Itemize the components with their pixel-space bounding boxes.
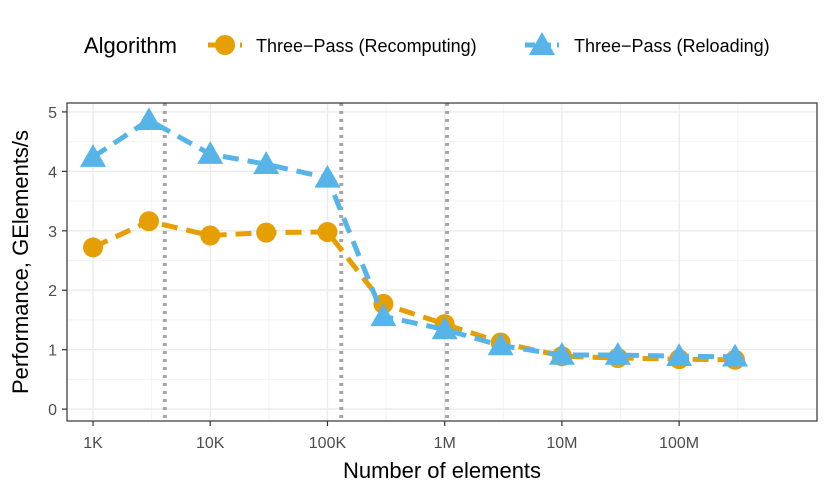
- y-axis: 0 1 2 3 4 5: [48, 105, 67, 419]
- panel-border: [66, 102, 818, 422]
- series: [80, 107, 749, 370]
- data-point-circle: [138, 211, 159, 232]
- y-tick-label: 0: [48, 402, 57, 419]
- y-tick-label: 5: [48, 105, 57, 122]
- data-point-triangle: [197, 141, 224, 164]
- series-line: [91, 218, 736, 363]
- data-point-triangle: [722, 343, 749, 367]
- data-point-triangle: [314, 164, 341, 188]
- data-point-circle: [200, 225, 221, 246]
- legend-item-recomputing: Three−Pass (Recomputing): [208, 35, 477, 56]
- x-tick-label: 1K: [83, 435, 103, 452]
- legend-label-reloading: Three−Pass (Reloading): [574, 36, 770, 56]
- series-line: [91, 117, 736, 360]
- x-tick-label: 1M: [434, 435, 456, 452]
- data-point-triangle: [604, 342, 631, 365]
- legend-key-triangle-marker: [529, 32, 555, 55]
- x-axis-title: Number of elements: [343, 458, 541, 483]
- y-tick-label: 3: [48, 224, 57, 241]
- data-point-triangle: [487, 332, 514, 356]
- legend: Algorithm Three−Pass (Recomputing) Three…: [84, 32, 770, 58]
- reference-lines: [162, 103, 450, 421]
- data-point-triangle: [548, 342, 575, 365]
- legend-item-reloading: Three−Pass (Reloading): [525, 32, 770, 56]
- x-tick-label: 100K: [309, 435, 347, 452]
- y-tick-label: 2: [48, 283, 57, 300]
- legend-label-recomputing: Three−Pass (Recomputing): [256, 36, 477, 56]
- legend-title: Algorithm: [84, 33, 177, 58]
- data-point-triangle: [370, 303, 397, 327]
- y-tick-label: 1: [48, 343, 57, 360]
- data-point-triangle: [666, 343, 693, 366]
- data-point-triangle: [135, 107, 162, 130]
- x-tick-label: 10K: [196, 435, 225, 452]
- legend-key-circle-marker: [215, 35, 235, 55]
- series-1: [80, 107, 749, 367]
- data-point-circle: [256, 222, 277, 243]
- data-point-circle: [317, 221, 338, 242]
- x-tick-label: 10M: [546, 435, 577, 452]
- y-tick-label: 4: [48, 164, 57, 181]
- y-axis-title: Performance, GElements/s: [8, 130, 33, 394]
- x-tick-label: 100M: [659, 435, 699, 452]
- x-axis: 1K 10K 100K 1M 10M 100M: [83, 421, 699, 452]
- data-point-triangle: [80, 144, 107, 167]
- data-point-triangle: [431, 316, 458, 340]
- data-point-triangle: [253, 151, 280, 174]
- data-point-circle: [83, 237, 104, 258]
